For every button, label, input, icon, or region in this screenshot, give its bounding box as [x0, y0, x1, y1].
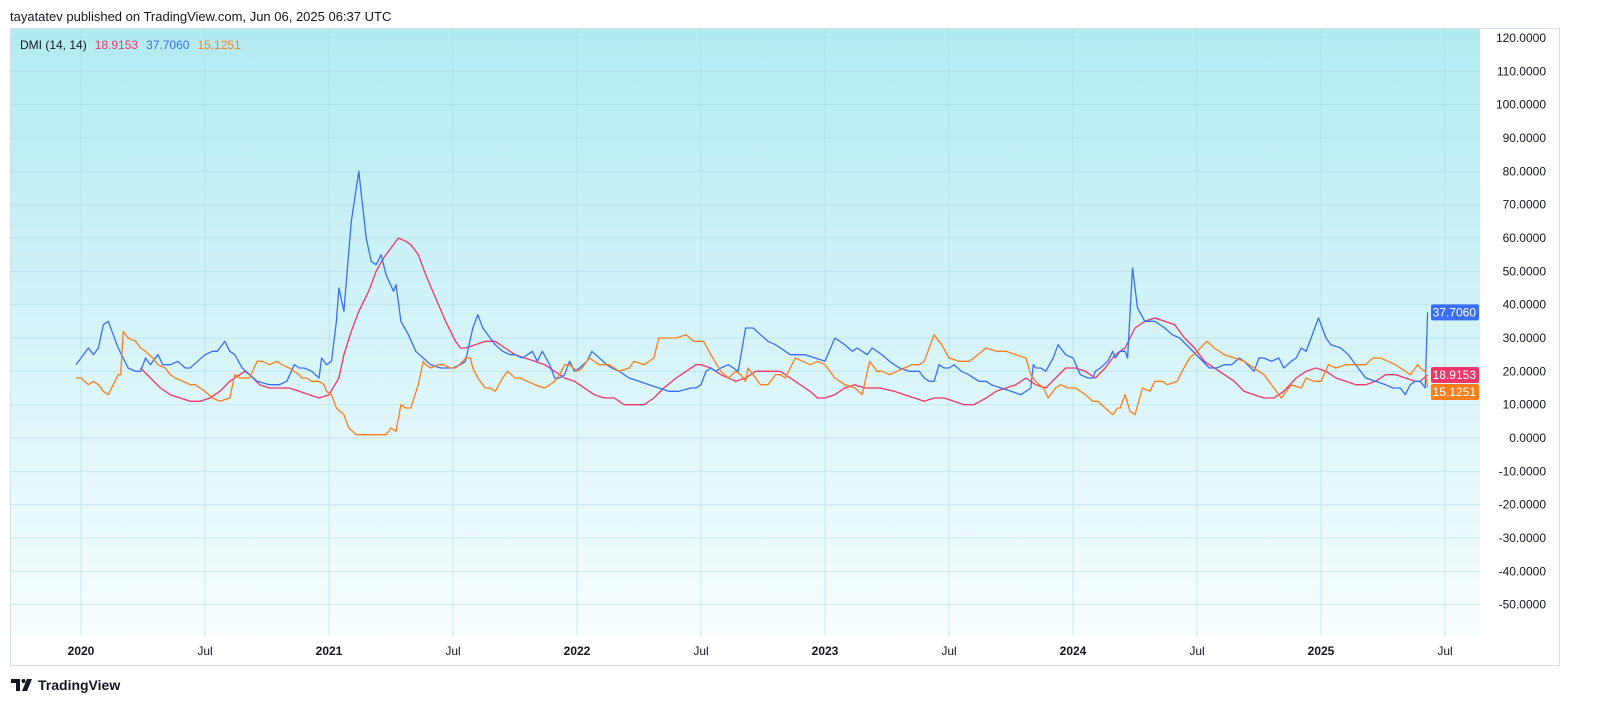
- grid-lines: [10, 28, 1480, 636]
- x-tick-label: 2020: [68, 644, 95, 658]
- y-tick-label: -20.0000: [1499, 498, 1547, 512]
- adx-line: [140, 237, 1429, 406]
- y-tick-label: 20.0000: [1503, 364, 1547, 378]
- label-background: [1431, 383, 1479, 400]
- label-text: 37.7060: [1433, 305, 1477, 319]
- x-tick-label: Jul: [1437, 644, 1452, 658]
- y-tick-label: -30.0000: [1499, 531, 1547, 545]
- minus-di-line: [76, 330, 1429, 436]
- x-tick-label: Jul: [693, 644, 708, 658]
- chart-frame: [10, 28, 1560, 666]
- last-value-labels: 18.9153 37.7060 15.1251: [1431, 304, 1479, 400]
- series-lines: [75, 170, 1429, 436]
- y-tick-label: -50.0000: [1499, 598, 1547, 612]
- y-tick-label: 0.0000: [1509, 431, 1546, 445]
- y-tick-label: 10.0000: [1503, 398, 1547, 412]
- y-tick-label: 120.0000: [1496, 31, 1546, 45]
- label-text: 15.1251: [1433, 385, 1477, 399]
- tradingview-logo-icon: [11, 679, 32, 691]
- y-tick-label: 50.0000: [1503, 264, 1547, 278]
- adx-last-value-label: 18.9153: [1431, 366, 1479, 383]
- legend-adx-value: 18.9153: [94, 38, 139, 52]
- y-tick-label: 90.0000: [1503, 131, 1547, 145]
- x-tick-label: Jul: [941, 644, 956, 658]
- label-text: 18.9153: [1433, 368, 1477, 382]
- y-tick-label: -10.0000: [1499, 464, 1547, 478]
- y-tick-label: 110.0000: [1497, 64, 1546, 78]
- indicator-legend[interactable]: DMI (14, 14) 18.9153 37.7060 15.1251: [20, 38, 241, 52]
- y-tick-label: -40.0000: [1499, 564, 1547, 578]
- price-axis[interactable]: 120.0000 110.0000 100.0000 90.0000 80.0000 70…: [1496, 31, 1546, 612]
- y-tick-label: 60.0000: [1503, 231, 1547, 245]
- brand-name: TradingView: [38, 677, 121, 693]
- tradingview-logo[interactable]: TradingView: [11, 677, 120, 693]
- x-tick-label: 2024: [1060, 644, 1087, 658]
- x-tick-label: Jul: [445, 644, 460, 658]
- legend-minus-di-value: 15.1251: [197, 38, 241, 52]
- x-tick-label: 2023: [812, 644, 839, 658]
- label-background: [1431, 366, 1479, 383]
- x-tick-label: 2021: [316, 644, 343, 658]
- y-tick-label: 40.0000: [1503, 298, 1547, 312]
- label-background: [1431, 304, 1479, 321]
- y-tick-label: 100.0000: [1496, 98, 1546, 112]
- x-tick-label: Jul: [1189, 644, 1204, 658]
- publish-info: tayatatev published on TradingView.com, …: [10, 9, 392, 24]
- plus-di-line: [75, 170, 1429, 396]
- x-tick-label: Jul: [197, 644, 212, 658]
- y-tick-label: 70.0000: [1503, 198, 1547, 212]
- y-tick-label: 30.0000: [1503, 331, 1547, 345]
- legend-title: DMI (14, 14): [20, 38, 87, 52]
- x-tick-label: 2022: [564, 644, 591, 658]
- minus-di-last-value-label: 15.1251: [1431, 383, 1479, 400]
- plus-di-last-value-label: 37.7060: [1431, 304, 1479, 321]
- y-tick-label: 80.0000: [1503, 164, 1547, 178]
- time-axis[interactable]: 2020 Jul 2021 Jul 2022 Jul 2023 Jul 2024 Jul 2025 J…: [68, 644, 1453, 658]
- x-tick-label: 2025: [1308, 644, 1335, 658]
- legend-plus-di-value: 37.7060: [146, 38, 190, 52]
